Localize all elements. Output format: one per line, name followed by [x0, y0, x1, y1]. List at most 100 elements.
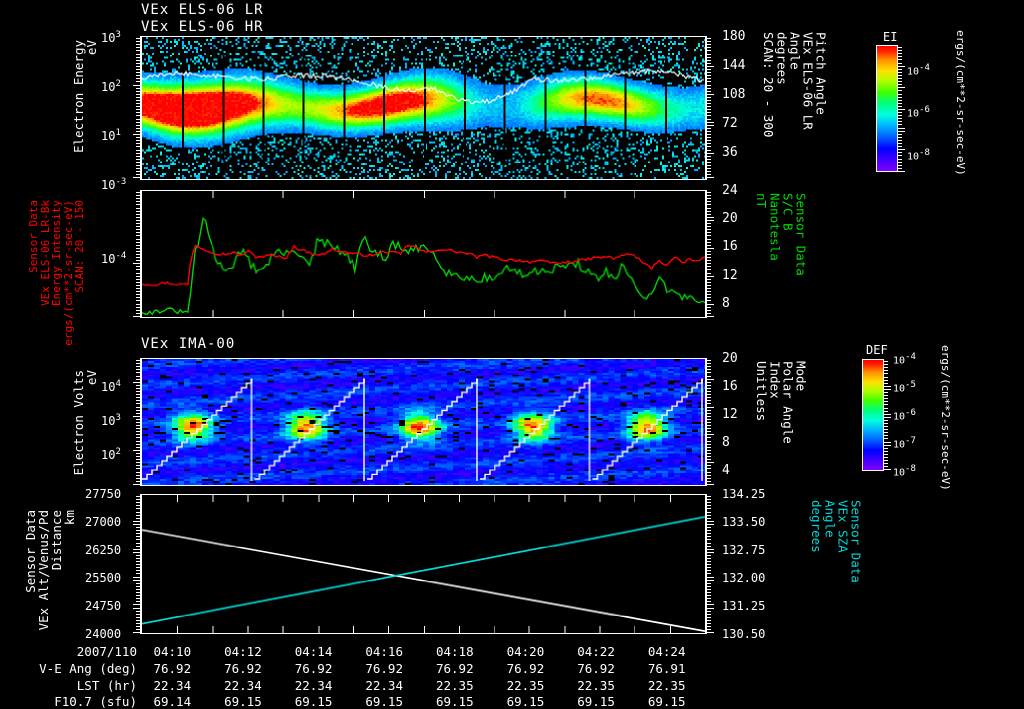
- panel3-colorbar-ticks: [884, 359, 892, 471]
- panel3-right-label-0: Mode: [793, 361, 809, 392]
- panel3-rtick-20: 20: [722, 351, 738, 366]
- panel1-rtick-36: 36: [722, 145, 738, 160]
- panel1-right-label-0: Pitch Angle: [813, 32, 829, 115]
- panel3-right-label-3: Unitless: [754, 361, 770, 422]
- panel4-right-minor-ticks: [706, 494, 717, 634]
- panel3-ytick-1e3: 103: [101, 413, 121, 428]
- bottom-cell-times-2: 04:14: [294, 644, 333, 659]
- panel4-left-axis-labels: Sensor Data VEx Alt/Venus/Pd Distance km: [23, 510, 78, 630]
- panel2-rtick-12: 12: [722, 268, 738, 283]
- bottom-cell-f107-2: 69.15: [294, 694, 333, 709]
- panel4-rtick-1: 133.50: [722, 515, 766, 529]
- bottom-cell-f107-1: 69.15: [224, 694, 262, 709]
- panel2-rtick-20: 20: [722, 211, 738, 226]
- bottom-cell-ve_ang-4: 76.92: [435, 661, 474, 676]
- panel3-right-minor-ticks: [706, 358, 717, 486]
- bottom-cell-ve_ang-1: 76.92: [224, 661, 262, 676]
- bottom-cell-lst-3: 22.34: [365, 678, 403, 693]
- panel2-right-axis-labels: Sensor Data S/C B Nanotesla nT: [754, 193, 809, 276]
- panel2-right-label-3: nT: [754, 193, 770, 209]
- panel3-colorbar-unit: ergs/(cm**2-sr-sec-eV): [939, 345, 952, 491]
- panel2-left-axis-labels: Sensor Data VEx ELS-06 LR-Bk Energy Inte…: [27, 200, 87, 346]
- panel1-cbtick-1: 10-6: [907, 105, 930, 120]
- panel4-rtick-5: 130.50: [722, 627, 766, 641]
- panel4-line-plot: [141, 494, 706, 634]
- panel1-ytick-10: 101: [101, 128, 121, 143]
- panel1-left-minor-ticks: [130, 36, 141, 180]
- panel4-ytick-5: 24000: [85, 627, 122, 641]
- panel1-title-line2: VEx ELS-06 HR: [141, 19, 264, 35]
- panel4-rtick-4: 131.25: [722, 599, 766, 613]
- panel1-ytick-100: 102: [101, 79, 121, 94]
- panel1-rtick-180: 180: [722, 29, 746, 44]
- panel2-right-label-1: S/C B: [780, 193, 796, 231]
- bottom-cell-ve_ang-5: 76.92: [506, 661, 545, 676]
- panel4-right-label-2: Angle: [822, 500, 838, 538]
- bottom-cell-ve_ang-3: 76.92: [365, 661, 403, 676]
- panel4-right-axis-labels: Sensor Data VEx SZA Angle degrees: [809, 500, 863, 583]
- panel4-right-label-1: VEx SZA: [835, 500, 851, 553]
- panel1-right-axis-labels: Pitch Angle VEx ELS-06 LR Angle degrees …: [761, 32, 829, 138]
- panel1-cbtick-2: 10-8: [907, 148, 930, 163]
- panel3-cbtick-3: 10-7: [893, 436, 916, 451]
- panel2-line-plot: [141, 190, 706, 318]
- panel2-right-minor-ticks: [706, 190, 717, 318]
- panel2-rtick-16: 16: [722, 239, 738, 254]
- panel2-left-label-2: Energy Intensity: [50, 200, 64, 306]
- panel3-ytick-1e2: 102: [101, 447, 121, 462]
- panel2-rtick-24: 24: [722, 183, 738, 198]
- panel3-right-label-1: Polar Angle: [780, 361, 796, 444]
- panel3-cbtick-4: 10-8: [893, 464, 916, 479]
- panel4-right-label-3: degrees: [809, 500, 825, 553]
- panel3-cbtick-2: 10-6: [893, 408, 916, 423]
- bottom-cell-lst-0: 22.34: [153, 678, 192, 693]
- panel2-left-minor-ticks: [130, 190, 141, 318]
- bottom-row-label-3: F10.7 (sfu): [54, 694, 137, 709]
- panel1-ytick-1000: 103: [101, 30, 121, 45]
- panel3-spectrogram: [141, 358, 706, 486]
- panel1-colorbar-ticks: [898, 45, 906, 172]
- bottom-row-label-2: LST (hr): [76, 678, 137, 693]
- bottom-cell-lst-1: 22.34: [224, 678, 262, 693]
- bottom-cell-ve_ang-6: 76.92: [577, 661, 615, 676]
- panel1-cbtick-0: 10-4: [907, 63, 930, 78]
- bottom-cell-times-0: 04:10: [153, 644, 192, 659]
- panel1-right-label-4: SCAN: 20 - 300: [761, 32, 777, 138]
- panel2-right-label-0: Sensor Data: [793, 193, 809, 276]
- panel3-left-minor-ticks: [130, 358, 141, 486]
- panel2-ytick-1e-3: 10-3: [101, 177, 127, 192]
- panel1-rtick-108: 108: [722, 87, 746, 102]
- panel3-left-axis-label: Electron Volts eV: [71, 370, 100, 475]
- bottom-cell-f107-6: 69.15: [577, 694, 615, 709]
- panel3-ytick-1e4: 104: [101, 379, 121, 394]
- panel4-left-label-3: km: [62, 510, 78, 526]
- panel3-title: VEx IMA-00: [141, 336, 236, 352]
- panel4-ytick-2: 26250: [85, 543, 122, 557]
- bottom-cell-lst-4: 22.35: [435, 678, 474, 693]
- bottom-cell-lst-2: 22.34: [294, 678, 333, 693]
- bottom-cell-times-5: 04:20: [506, 644, 545, 659]
- panel2-ytick-1e-4: 10-4: [101, 251, 127, 266]
- bottom-cell-ve_ang-2: 76.92: [294, 661, 333, 676]
- panel4-ytick-1: 27000: [85, 515, 122, 529]
- panel3-rtick-12: 12: [722, 407, 738, 422]
- panel2-rtick-8: 8: [722, 296, 730, 311]
- panel1-colorbar-unit: ergs/(cm**2-sr-sec-eV): [954, 30, 967, 176]
- panel4-ytick-0: 27750: [85, 487, 122, 501]
- panel1-right-label-1: VEx ELS-06 LR: [800, 32, 816, 130]
- panel3-left-axis-label-line2: eV: [84, 370, 100, 386]
- panel3-cbtick-1: 10-5: [893, 380, 916, 395]
- panel2-left-label-4: SCAN: 20 - 150: [73, 200, 87, 293]
- panel3-colorbar: [862, 359, 884, 471]
- panel4-rtick-2: 132.75: [722, 543, 766, 557]
- panel3-right-axis-labels: Mode Polar Angle Index Unitless: [754, 361, 809, 444]
- panel1-right-minor-ticks: [706, 36, 717, 180]
- bottom-cell-times-7: 04:24: [647, 644, 686, 659]
- bottom-cell-times-6: 04:22: [577, 644, 615, 659]
- panel2-left-label-0: Sensor Data: [27, 200, 40, 273]
- bottom-cell-f107-3: 69.15: [365, 694, 403, 709]
- panel4-rtick-3: 132.00: [722, 571, 766, 585]
- panel1-rtick-72: 72: [722, 116, 738, 131]
- panel1-left-axis-label: Electron Energy eV: [71, 40, 99, 172]
